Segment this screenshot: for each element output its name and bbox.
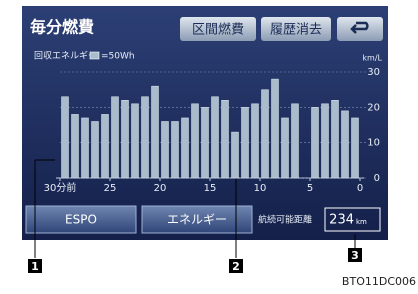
callout-number: 1 (31, 260, 39, 273)
button-label[interactable]: エネルギー (167, 213, 227, 227)
bar (152, 86, 159, 178)
bar (132, 104, 139, 178)
button-label[interactable]: 履歴消去 (270, 23, 322, 38)
bar (272, 79, 279, 178)
legend-label: 回収エネルギー (34, 50, 97, 62)
range-value: 234 (329, 213, 354, 228)
button-label[interactable]: ESPO (65, 213, 97, 227)
y-tick-label: 30 (367, 67, 380, 78)
bar (142, 97, 149, 178)
bar (322, 104, 329, 178)
figure-id: BTO11DC006 (342, 275, 416, 288)
x-tick-label: 5 (307, 183, 313, 194)
y-tick-label: 10 (367, 138, 380, 149)
x-tick-label: 10 (254, 183, 267, 194)
button-label[interactable]: 区間燃費 (192, 22, 244, 38)
bar (352, 118, 359, 178)
bar (212, 97, 219, 178)
bar (72, 114, 79, 178)
bar (192, 104, 199, 178)
range-unit: km (356, 218, 367, 226)
screenshot: 毎分燃費 区間燃費 履歴消去 回収エネルギー =50Wh km/L ESPO エ… (0, 0, 418, 290)
legend-icon (90, 52, 99, 59)
bar (282, 118, 289, 178)
bar (312, 107, 319, 178)
bar (262, 90, 269, 178)
bar (112, 97, 119, 178)
bar (62, 97, 69, 178)
bar (292, 104, 299, 178)
x-tick-label: 0 (357, 183, 363, 194)
x-tick-label: 30分前 (44, 181, 77, 194)
bar (172, 121, 179, 178)
bar (92, 121, 99, 178)
bar (122, 100, 129, 178)
y-tick-label: 20 (367, 102, 380, 113)
callout-number: 3 (351, 249, 359, 262)
bar (332, 100, 339, 178)
bar (82, 118, 89, 178)
bar (202, 107, 209, 178)
bar (222, 100, 229, 178)
legend-unit: =50Wh (101, 52, 135, 62)
bar (242, 107, 249, 178)
x-tick-label: 20 (154, 183, 167, 194)
y-tick-label: 0 (374, 173, 380, 184)
callout-number: 2 (232, 260, 240, 273)
bar (342, 111, 349, 178)
title: 毎分燃費 (30, 18, 94, 37)
y-unit: km/L (362, 54, 382, 63)
range-label: 航続可能距離 (258, 214, 312, 226)
bar (182, 118, 189, 178)
x-tick-label: 15 (204, 183, 217, 194)
x-tick-label: 25 (104, 183, 117, 194)
bar (102, 114, 109, 178)
bar (252, 104, 259, 178)
bar (232, 132, 239, 178)
bar (162, 121, 169, 178)
